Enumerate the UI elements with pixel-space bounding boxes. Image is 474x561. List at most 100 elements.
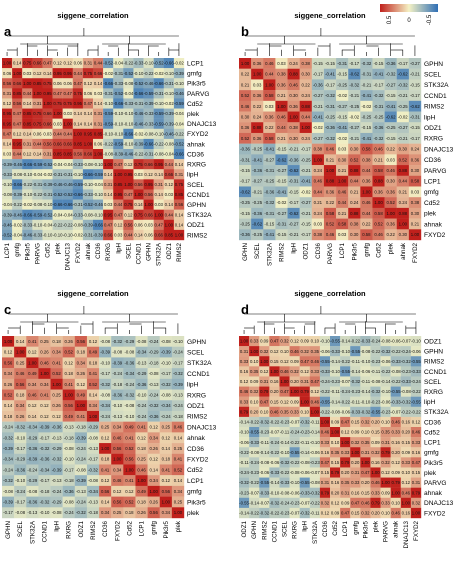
heatmap-cell [171,475,185,487]
dendrogram [244,28,416,56]
cell-value-label: 0.33 [381,500,390,505]
heatmap-cell [390,447,401,458]
heatmap-cell [400,467,412,478]
heatmap-cell [113,149,124,160]
heatmap-cell [259,447,270,458]
heatmap-cell [82,88,94,99]
heatmap-cell [159,336,173,347]
heatmap-cell [380,346,391,357]
cell-value-label: 1.00 [165,222,174,227]
heatmap-cell [103,149,114,160]
cell-value-label: 1.00 [280,379,289,384]
heatmap-cell [153,98,164,109]
col-label: RXRG [292,521,299,539]
heatmap-cell [42,149,53,160]
heatmap-cell [2,138,13,150]
heatmap-cell [143,68,154,79]
heatmap-cell [99,400,112,412]
heatmap-cell [143,128,154,140]
cell-value-label: 0.88 [253,125,262,130]
cell-value-label: -0.17 [313,72,323,77]
col-label: CCND1 [41,520,48,542]
heatmap-cell [350,376,361,387]
heatmap-cell [249,356,260,367]
color-legend-bar [380,4,438,12]
cell-value-label: -0.55 [320,399,330,404]
cell-value-label: 0.21 [277,93,286,98]
heatmap-cell [2,118,13,129]
heatmap-cell [287,132,300,144]
cell-value-label: 0.88 [399,211,408,216]
heatmap-cell [153,68,164,79]
heatmap-cell [410,467,422,478]
heatmap-cell [62,400,75,412]
cell-value-label: 0.09 [381,490,390,495]
cell-value-label: 0.66 [155,233,164,238]
cell-value-label: -0.18 [64,478,74,483]
heatmap-cell [408,197,422,209]
heatmap-cell [2,485,15,497]
heatmap-cell [72,199,84,210]
heatmap-cell [22,219,33,231]
cell-value-label: 0.22 [386,147,395,152]
cell-value-label: -0.11 [260,440,270,445]
cell-value-label: -0.22 [134,152,144,157]
heatmap-cell [113,229,124,241]
heatmap-cell [259,376,270,387]
heatmap-cell [251,207,264,219]
row-label: LCP1 [187,60,204,67]
row-label: ahnak [424,221,443,228]
cell-value-label: 1.00 [250,349,259,354]
cell-value-label: -0.24 [76,500,86,505]
heatmap-cell [311,165,325,176]
heatmap-cell [123,389,136,401]
cell-value-label: 0.20 [371,420,380,425]
heatmap-cell [330,427,341,438]
cell-value-label: 0.18 [4,414,13,419]
cell-value-label: 0.36 [277,82,286,87]
cell-value-label: 0.03 [338,147,347,152]
cell-value-label: 1.00 [374,200,383,205]
cell-value-label: 0.10 [280,349,289,354]
heatmap-cell [42,138,53,150]
heatmap-cell [111,378,124,390]
heatmap-cell [147,346,160,358]
heatmap-cell [348,111,361,123]
cell-value-label: 0.14 [175,162,184,167]
heatmap-cell [396,143,410,155]
heatmap-cell [251,143,264,155]
heatmap-cell [12,229,23,241]
heatmap-cell [99,389,112,401]
cell-value-label: -0.22 [154,142,164,147]
cell-value-label: 1.00 [301,399,310,404]
heatmap-cell [42,179,53,190]
heatmap-cell [135,464,148,476]
cell-value-label: -0.24 [371,339,381,344]
heatmap-cell [38,400,51,412]
cell-value-label: -0.52 [43,162,53,167]
heatmap-cell [370,356,381,367]
heatmap-cell [336,229,349,241]
cell-value-label: 1.00 [149,489,158,494]
cell-value-label: -0.13 [88,446,98,451]
heatmap-cell [239,79,252,91]
heatmap-cell [319,467,331,478]
cell-value-label: 0.30 [241,114,250,119]
heatmap-cell [299,507,310,519]
dendrogram [243,306,417,334]
heatmap-cell [163,108,175,119]
heatmap-cell [370,336,381,347]
heatmap-cell [372,207,385,219]
heatmap-cell [336,58,349,69]
cell-value-label: 0.46 [289,82,298,87]
cell-value-label: -0.41 [264,147,274,152]
heatmap-cell [135,368,148,380]
cell-value-label: -0.55 [371,409,381,414]
heatmap-cell [390,427,401,438]
cell-value-label: -0.36 [125,360,135,365]
cell-value-label: -0.08 [64,446,74,451]
cell-value-label: -0.33 [144,121,154,126]
cell-value-label: -0.10 [360,359,370,364]
heatmap-cell [299,447,310,458]
heatmap-cell [103,98,114,109]
